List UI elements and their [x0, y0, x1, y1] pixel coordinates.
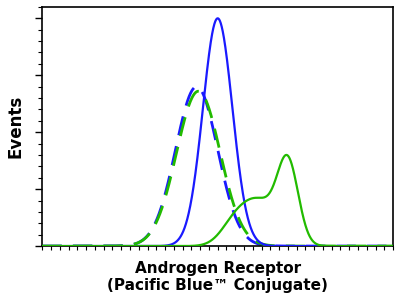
X-axis label: Androgen Receptor
(Pacific Blue™ Conjugate): Androgen Receptor (Pacific Blue™ Conjuga… — [107, 261, 328, 293]
Y-axis label: Events: Events — [7, 95, 25, 158]
